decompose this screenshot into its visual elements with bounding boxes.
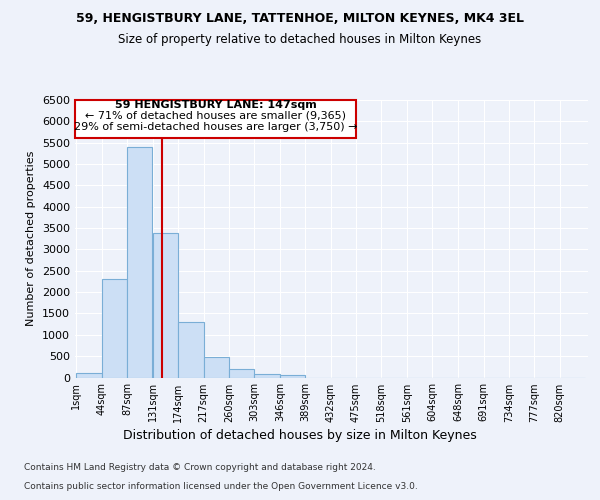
Bar xyxy=(203,357,229,378)
Bar xyxy=(229,370,254,378)
Bar xyxy=(153,233,178,378)
Text: Contains public sector information licensed under the Open Government Licence v3: Contains public sector information licen… xyxy=(24,482,418,491)
Text: Contains HM Land Registry data © Crown copyright and database right 2024.: Contains HM Land Registry data © Crown c… xyxy=(24,464,376,472)
Bar xyxy=(254,374,280,378)
Text: 29% of semi-detached houses are larger (3,750) →: 29% of semi-detached houses are larger (… xyxy=(74,122,357,132)
Text: Size of property relative to detached houses in Milton Keynes: Size of property relative to detached ho… xyxy=(118,32,482,46)
Bar xyxy=(76,373,101,378)
Text: Distribution of detached houses by size in Milton Keynes: Distribution of detached houses by size … xyxy=(123,428,477,442)
Text: 59 HENGISTBURY LANE: 147sqm: 59 HENGISTBURY LANE: 147sqm xyxy=(115,100,316,110)
Bar xyxy=(127,147,152,378)
Bar xyxy=(101,280,127,378)
FancyBboxPatch shape xyxy=(75,100,356,138)
Bar xyxy=(280,375,305,378)
Bar xyxy=(178,322,203,378)
Text: 59, HENGISTBURY LANE, TATTENHOE, MILTON KEYNES, MK4 3EL: 59, HENGISTBURY LANE, TATTENHOE, MILTON … xyxy=(76,12,524,26)
Y-axis label: Number of detached properties: Number of detached properties xyxy=(26,151,37,326)
Text: ← 71% of detached houses are smaller (9,365): ← 71% of detached houses are smaller (9,… xyxy=(85,111,346,121)
